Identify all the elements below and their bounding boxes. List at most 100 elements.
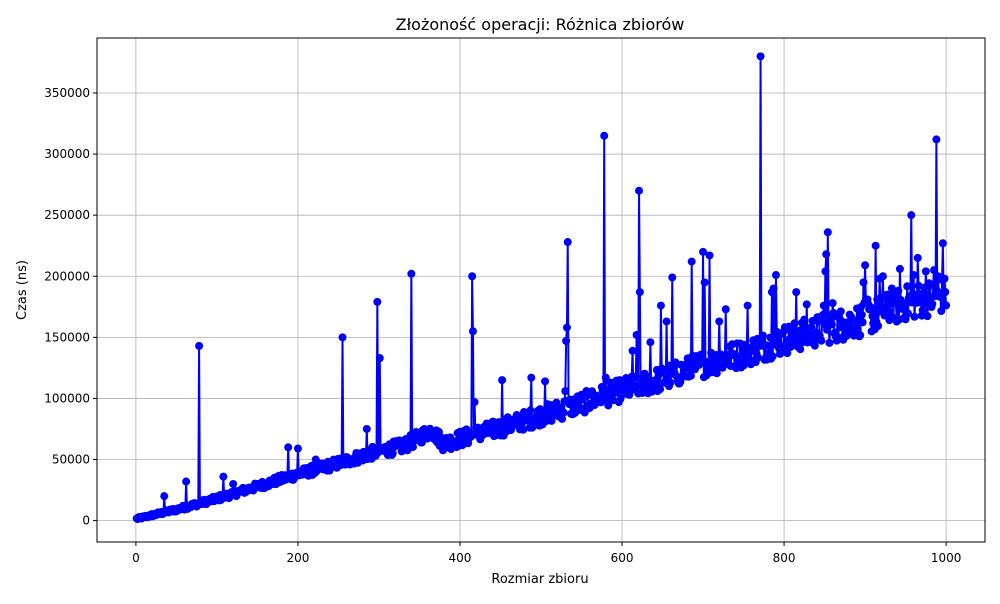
data-point bbox=[895, 264, 904, 273]
data-point bbox=[468, 272, 477, 281]
data-point bbox=[616, 395, 625, 404]
data-point bbox=[754, 353, 763, 362]
data-point bbox=[940, 274, 949, 283]
grid bbox=[97, 38, 985, 542]
data-point bbox=[375, 354, 384, 363]
data-point bbox=[666, 378, 675, 387]
data-point bbox=[769, 284, 778, 293]
data-point bbox=[786, 343, 795, 352]
data-point bbox=[338, 333, 347, 342]
data-point bbox=[731, 350, 740, 359]
data-point bbox=[836, 307, 845, 316]
data-point bbox=[823, 228, 832, 237]
data-point bbox=[903, 282, 912, 291]
axes: 0 200 400 600 800 1000 0 50000 100000 150000 20000… bbox=[44, 37, 986, 565]
data-point bbox=[686, 371, 695, 380]
data-point bbox=[656, 301, 665, 310]
data-point bbox=[771, 271, 780, 280]
data-point bbox=[800, 315, 809, 324]
data-point bbox=[494, 418, 503, 427]
data-point bbox=[792, 288, 801, 297]
data-point bbox=[828, 299, 837, 308]
data-point bbox=[810, 341, 819, 350]
data-point bbox=[195, 341, 204, 350]
data-point bbox=[921, 267, 930, 276]
x-tick-label: 200 bbox=[286, 551, 309, 565]
data-point bbox=[856, 331, 865, 340]
y-tick-label: 0 bbox=[82, 514, 90, 528]
x-tick-label: 400 bbox=[449, 551, 472, 565]
data-point bbox=[743, 301, 752, 310]
data-point bbox=[519, 425, 528, 434]
data-point bbox=[790, 319, 799, 328]
data-point bbox=[562, 323, 571, 332]
data-point bbox=[635, 186, 644, 195]
data-point bbox=[293, 444, 302, 453]
data-point bbox=[894, 286, 903, 295]
data-point bbox=[526, 406, 535, 415]
data-point bbox=[918, 306, 927, 315]
data-point bbox=[628, 346, 637, 355]
x-axis-label: Rozmiar zbioru bbox=[491, 572, 588, 587]
data-point bbox=[913, 253, 922, 262]
data-point bbox=[407, 269, 416, 278]
data-point bbox=[788, 329, 797, 338]
data-point bbox=[759, 331, 767, 340]
data-point bbox=[802, 300, 811, 309]
data-point bbox=[715, 317, 724, 326]
data-point bbox=[662, 317, 671, 326]
data-point bbox=[941, 288, 950, 297]
data-point bbox=[558, 414, 567, 423]
data-point bbox=[796, 345, 805, 354]
data-point bbox=[768, 352, 777, 361]
y-tick-label: 150000 bbox=[44, 330, 90, 344]
data-point bbox=[904, 309, 913, 318]
chart-title: Złożoność operacji: Różnica zbiorów bbox=[396, 15, 685, 34]
data-point bbox=[600, 131, 609, 140]
y-axis-label: Czas (ns) bbox=[15, 260, 30, 320]
data-point bbox=[604, 401, 613, 410]
data-point bbox=[601, 373, 610, 382]
data-point bbox=[373, 297, 382, 306]
data-point bbox=[874, 321, 883, 330]
data-point bbox=[699, 247, 708, 256]
data-point bbox=[821, 267, 830, 276]
data-point bbox=[858, 318, 867, 327]
series-layer bbox=[132, 52, 951, 524]
data-point bbox=[408, 442, 417, 451]
data-point bbox=[783, 349, 792, 358]
data-point bbox=[932, 135, 941, 144]
data-point bbox=[656, 385, 665, 394]
y-tick-label: 200000 bbox=[44, 269, 90, 283]
data-point bbox=[764, 341, 773, 350]
data-point bbox=[929, 266, 938, 275]
data-point bbox=[468, 327, 477, 336]
data-point bbox=[562, 337, 571, 346]
data-point bbox=[842, 331, 851, 340]
y-tick-label: 300000 bbox=[44, 147, 90, 161]
data-point bbox=[827, 320, 836, 329]
y-tick-label: 50000 bbox=[52, 453, 90, 467]
x-tick-label: 1000 bbox=[931, 551, 962, 565]
x-tick-label: 0 bbox=[132, 551, 140, 565]
data-point bbox=[705, 251, 714, 260]
data-point bbox=[871, 241, 880, 250]
data-point bbox=[909, 271, 918, 280]
data-point bbox=[470, 398, 479, 407]
y-tick-label: 250000 bbox=[44, 208, 90, 222]
data-point bbox=[721, 305, 730, 314]
data-point bbox=[632, 330, 641, 339]
data-point bbox=[611, 388, 620, 397]
data-point bbox=[825, 338, 834, 347]
data-point bbox=[907, 211, 916, 220]
data-point bbox=[527, 373, 536, 382]
data-point bbox=[498, 376, 507, 385]
data-point bbox=[182, 477, 191, 486]
data-point bbox=[923, 312, 932, 321]
x-tick-label: 800 bbox=[773, 551, 796, 565]
data-point bbox=[942, 301, 951, 310]
x-tick-label: 600 bbox=[611, 551, 634, 565]
data-point bbox=[819, 301, 828, 310]
